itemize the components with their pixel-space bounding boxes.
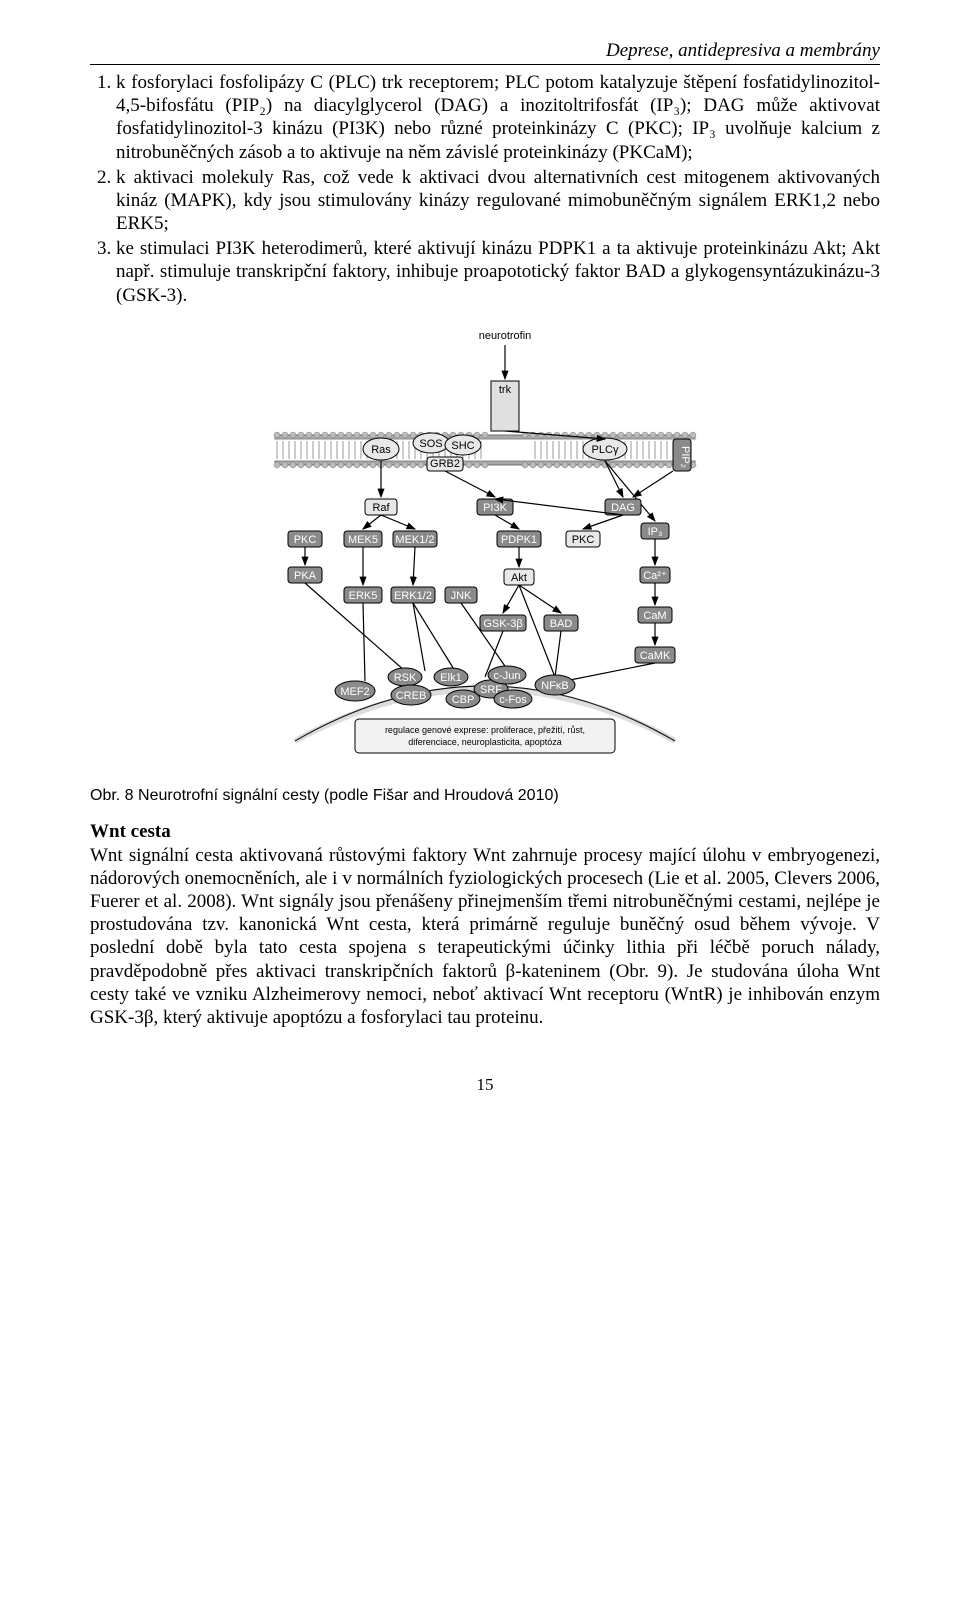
node-dag: DAG bbox=[605, 499, 641, 515]
svg-text:Ca²⁺: Ca²⁺ bbox=[643, 570, 667, 582]
svg-text:SHC: SHC bbox=[451, 440, 474, 452]
figure-caption: Obr. 8 Neurotrofní signální cesty (podle… bbox=[90, 787, 880, 805]
svg-text:JNK: JNK bbox=[451, 590, 472, 602]
page-number: 15 bbox=[90, 1075, 880, 1095]
svg-text:c-Fos: c-Fos bbox=[499, 694, 527, 706]
svg-text:CBP: CBP bbox=[452, 694, 475, 706]
section-body: Wnt signální cesta aktivovaná růstovými … bbox=[90, 844, 880, 1029]
svg-text:PIP₂: PIP₂ bbox=[679, 446, 691, 468]
svg-text:Akt: Akt bbox=[511, 572, 527, 584]
svg-text:Ras: Ras bbox=[371, 444, 391, 456]
svg-text:IP₃: IP₃ bbox=[648, 526, 663, 538]
svg-text:PDPK1: PDPK1 bbox=[501, 534, 537, 546]
svg-text:c-Jun: c-Jun bbox=[494, 670, 521, 682]
svg-text:CaMK: CaMK bbox=[640, 650, 671, 662]
svg-text:MEK5: MEK5 bbox=[348, 534, 378, 546]
list-item: ke stimulaci PI3K heterodimerů, které ak… bbox=[116, 237, 880, 307]
svg-text:SOS: SOS bbox=[419, 438, 442, 450]
svg-text:GRB2: GRB2 bbox=[430, 458, 460, 470]
svg-text:Raf: Raf bbox=[372, 502, 390, 514]
svg-text:CREB: CREB bbox=[396, 690, 427, 702]
list-item: k fosforylaci fosfolipázy C (PLC) trk re… bbox=[116, 71, 880, 164]
svg-text:CaM: CaM bbox=[643, 610, 666, 622]
svg-text:MEF2: MEF2 bbox=[340, 686, 369, 698]
node-pi3k: PI3K bbox=[477, 499, 513, 515]
svg-text:PKC: PKC bbox=[572, 534, 595, 546]
running-head: Deprese, antidepresiva a membrány bbox=[90, 40, 880, 65]
svg-text:BAD: BAD bbox=[550, 618, 573, 630]
svg-text:PI3K: PI3K bbox=[483, 502, 508, 514]
label-neurotrofin: neurotrofin bbox=[479, 330, 532, 342]
svg-text:MEK1/2: MEK1/2 bbox=[395, 534, 434, 546]
section-title: Wnt cesta bbox=[90, 821, 880, 843]
svg-text:diferenciace, neuroplasticita,: diferenciace, neuroplasticita, apoptóza bbox=[408, 737, 562, 747]
svg-text:DAG: DAG bbox=[611, 502, 635, 514]
numbered-list: k fosforylaci fosfolipázy C (PLC) trk re… bbox=[90, 71, 880, 307]
svg-text:GSK-3β: GSK-3β bbox=[483, 618, 522, 630]
list-item: k aktivaci molekuly Ras, což vede k akti… bbox=[116, 166, 880, 236]
svg-text:trk: trk bbox=[499, 384, 512, 396]
node-raf: Raf bbox=[365, 499, 397, 515]
svg-text:regulace genové exprese: proli: regulace genové exprese: proliferace, př… bbox=[385, 725, 585, 735]
svg-text:PKA: PKA bbox=[294, 570, 317, 582]
svg-text:PLCγ: PLCγ bbox=[592, 444, 619, 456]
figure: neurotrofin trk bbox=[90, 321, 880, 781]
svg-text:Elk1: Elk1 bbox=[440, 672, 461, 684]
svg-text:NFκB: NFκB bbox=[541, 680, 569, 692]
svg-text:RSK: RSK bbox=[394, 672, 417, 684]
svg-text:ERK5: ERK5 bbox=[349, 590, 378, 602]
svg-text:PKC: PKC bbox=[294, 534, 317, 546]
svg-text:ERK1/2: ERK1/2 bbox=[394, 590, 432, 602]
membrane-icon bbox=[274, 432, 696, 468]
